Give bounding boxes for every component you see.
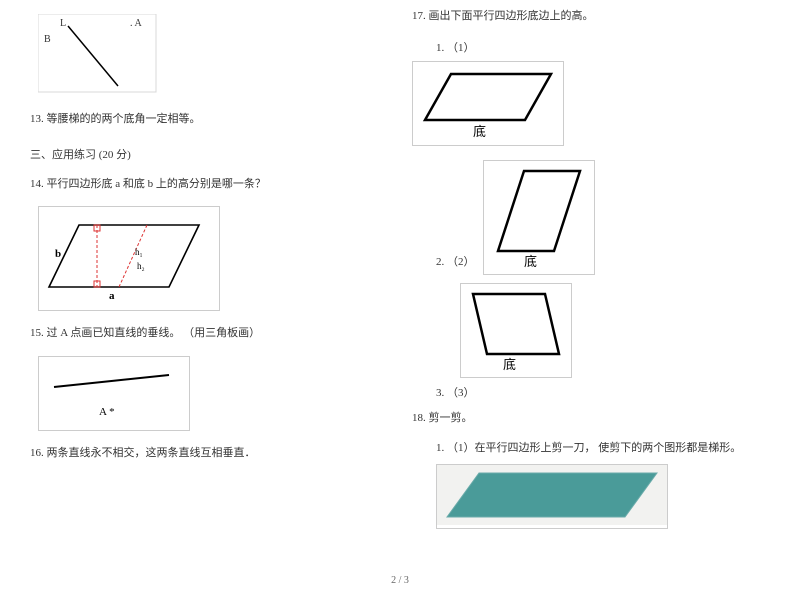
fig-q12-svg: L . A B [38, 14, 158, 94]
fig-q18-svg [437, 465, 667, 525]
q18: 18. 剪一剪。 [412, 410, 770, 427]
left-column: L . A B 13. 等腰梯的的两个底角一定相等。 三、应用练习 (20 分)… [30, 8, 400, 560]
label-base-2: 底 [524, 254, 537, 269]
label-h1: h₁ [135, 247, 143, 257]
q17-sub2: 2. （2） [436, 253, 475, 269]
q14: 14. 平行四边形底 a 和底 b 上的高分别是哪一条？ [30, 176, 388, 193]
q17: 17. 画出下面平行四边形底边上的高。 [412, 8, 770, 25]
q18-sub1: 1. （1）在平行四边形上剪一刀， 使剪下的两个图形都是梯形。 [436, 440, 770, 458]
label-B: B [44, 34, 51, 45]
label-b: b [55, 248, 61, 260]
fig-q15-svg: A * [39, 357, 189, 427]
q15-text: 过 A 点画已知直线的垂线。 （用三角板画） [47, 327, 261, 339]
q13-text: 等腰梯的的两个底角一定相等。 [47, 113, 201, 125]
q13-num: 13. [30, 113, 44, 125]
fig-q17-2-svg: 底 [484, 161, 594, 271]
q16-text: 两条直线永不相交，这两条直线互相垂直． [47, 447, 256, 459]
fig-q17-2: 底 [483, 160, 595, 275]
fig-q14-svg: b a h₁ h₂ [39, 207, 219, 307]
label-L: L [60, 18, 66, 29]
q15-num: 15. [30, 327, 44, 339]
fig-q14: b a h₁ h₂ [38, 206, 388, 311]
q17-row2: 2. （2） 底 [420, 160, 770, 275]
q18-num: 18. [412, 412, 426, 424]
q15: 15. 过 A 点画已知直线的垂线。 （用三角板画） [30, 325, 388, 342]
fig-q17-1-svg: 底 [413, 62, 563, 142]
right-column: 17. 画出下面平行四边形底边上的高。 1. （1） 底 2. （2） 底 [400, 8, 770, 560]
fig-q15: A * [38, 356, 388, 431]
q14-num: 14. [30, 178, 44, 190]
label-a: a [109, 290, 115, 302]
q14-text: 平行四边形底 a 和底 b 上的高分别是哪一条？ [47, 178, 266, 190]
label-base-3: 底 [503, 357, 516, 372]
fig-q17-1: 底 [412, 61, 770, 146]
fig-q17-3-svg: 底 [461, 284, 571, 374]
q17-sub3: 3. （3） [436, 384, 770, 400]
label-A: . A [130, 18, 142, 29]
section-title: 三、应用练习 (20 分) [30, 146, 388, 162]
page-footer: 2 / 3 [0, 575, 800, 586]
q18-text: 剪一剪。 [429, 412, 473, 424]
fig-q12: L . A B [38, 14, 388, 97]
q16: 16. 两条直线永不相交，这两条直线互相垂直． [30, 445, 388, 462]
q17-sub1: 1. （1） [436, 39, 770, 55]
label-base-1: 底 [473, 124, 486, 139]
q13: 13. 等腰梯的的两个底角一定相等。 [30, 111, 388, 128]
label-A-point: A * [99, 406, 115, 418]
fig-q17-3: 底 [460, 283, 572, 378]
q17-num: 17. [412, 10, 426, 22]
fig-q18 [436, 464, 770, 529]
q16-num: 16. [30, 447, 44, 459]
q17-text: 画出下面平行四边形底边上的高。 [429, 10, 594, 22]
q17-row3: 底 [420, 283, 770, 378]
label-h2: h₂ [137, 261, 145, 271]
